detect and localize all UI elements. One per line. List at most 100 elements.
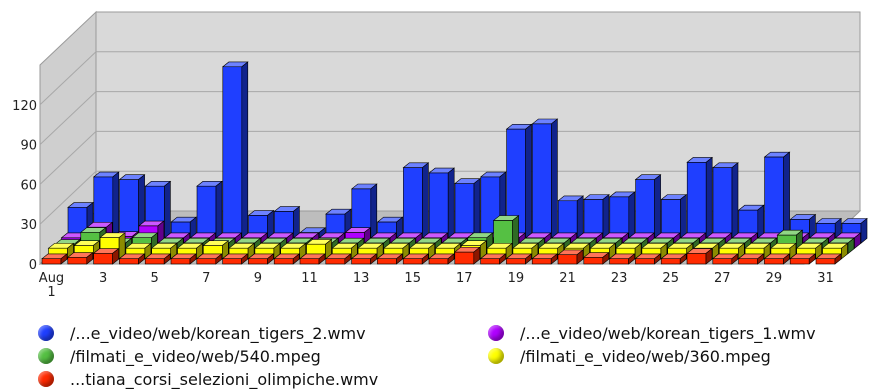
legend-swatch-red-icon: [38, 371, 54, 387]
legend-label: /...e_video/web/korean_tigers_2.wmv: [70, 323, 366, 343]
legend: /...e_video/web/korean_tigers_2.wmv /...…: [0, 318, 891, 391]
gridline-side: [39, 131, 97, 185]
y-axis-ticks: 0 30 60 90 120: [12, 99, 37, 273]
bar: [557, 249, 584, 265]
x-tick-label: 29: [766, 271, 783, 286]
bar: [582, 251, 610, 265]
bar: [505, 253, 533, 265]
bar: [479, 253, 507, 265]
bar: [763, 253, 791, 265]
bar: [247, 253, 275, 265]
bar: [279, 242, 307, 260]
x-tick-label: 31: [817, 271, 834, 286]
x-tick-label: 1: [47, 285, 55, 300]
bar: [660, 193, 688, 244]
bar: [634, 174, 662, 244]
legend-item-360-mpeg: /filmati_e_video/web/360.mpeg: [488, 346, 771, 366]
x-tick-label: Aug: [39, 271, 64, 286]
legend-item-olimpiche-wmv: ...tiana_corsi_selezioni_olimpiche.wmv: [38, 369, 378, 389]
bar: [686, 247, 713, 265]
bar: [47, 242, 75, 260]
bar: [350, 253, 378, 265]
bar: [634, 253, 662, 265]
x-tick-label: 13: [353, 271, 370, 286]
legend-item-540-mpeg: /filmati_e_video/web/540.mpeg: [38, 346, 321, 366]
bar: [221, 253, 249, 265]
bar: [763, 151, 791, 244]
x-tick-label: 17: [456, 271, 473, 286]
bar: [815, 253, 842, 265]
legend-swatch-yellow-icon: [488, 348, 504, 364]
bar: [144, 253, 172, 265]
bar: [196, 180, 223, 244]
bar: [357, 242, 384, 260]
bar: [428, 167, 456, 244]
bar: [583, 193, 610, 244]
bar: [324, 253, 352, 265]
legend-swatch-blue-icon: [38, 325, 54, 341]
bar: [41, 253, 68, 265]
y-tick-label: 90: [20, 139, 37, 154]
gridline-side: [39, 170, 97, 225]
gridline-side: [39, 91, 97, 145]
bar: [486, 242, 513, 260]
x-tick-label: 7: [202, 271, 210, 286]
legend-swatch-green-icon: [38, 348, 54, 364]
gridline-side: [39, 51, 97, 106]
bar: [453, 246, 481, 265]
x-tick-label: 25: [662, 271, 679, 286]
x-tick-label: 23: [611, 271, 628, 286]
bar: [92, 247, 120, 265]
y-tick-label: 60: [20, 178, 37, 193]
bar: [170, 253, 197, 265]
legend-label: /filmati_e_video/web/540.mpeg: [70, 346, 321, 366]
bar: [150, 242, 178, 260]
bar: [66, 251, 94, 265]
bar: [228, 242, 255, 260]
bar: [795, 242, 823, 260]
bar: [408, 242, 436, 260]
bar: [712, 162, 739, 244]
bar: [615, 242, 642, 260]
bar: [176, 242, 204, 260]
bar: [744, 242, 771, 260]
y-tick-label: 120: [12, 99, 37, 114]
bar: [718, 242, 746, 260]
bar: [531, 253, 559, 265]
bar: [402, 162, 430, 244]
bar: [531, 118, 559, 244]
x-tick-label: 27: [714, 271, 731, 286]
bar: [686, 156, 714, 244]
x-tick-label: 19: [508, 271, 525, 286]
x-tick-label: 11: [301, 271, 318, 286]
x-tick-label: 3: [99, 271, 107, 286]
bar: [770, 242, 797, 260]
legend-swatch-purple-icon: [488, 325, 504, 341]
bar: [454, 178, 481, 244]
y-tick-label: 0: [29, 258, 37, 273]
bar: [376, 253, 404, 265]
bar: [608, 191, 636, 244]
bar: [331, 242, 359, 260]
bar: [195, 253, 223, 265]
legend-label: /filmati_e_video/web/360.mpeg: [520, 346, 771, 366]
bar: [383, 242, 410, 260]
x-tick-label: 9: [254, 271, 262, 286]
bar: [118, 253, 146, 265]
x-tick-label: 15: [404, 271, 421, 286]
bar: [789, 253, 817, 265]
legend-label: ...tiana_corsi_selezioni_olimpiche.wmv: [70, 369, 379, 389]
legend-label: /...e_video/web/korean_tigers_1.wmv: [520, 323, 816, 343]
bar: [660, 253, 688, 265]
legend-item-korean-tigers-2: /...e_video/web/korean_tigers_2.wmv: [38, 323, 366, 343]
bar: [608, 253, 636, 265]
legend-item-korean-tigers-1: /...e_video/web/korean_tigers_1.wmv: [488, 323, 816, 343]
x-tick-label: 21: [559, 271, 576, 286]
bar: [505, 123, 533, 244]
y-tick-label: 30: [20, 218, 37, 233]
bar: [402, 253, 430, 265]
bar: [221, 61, 249, 244]
x-tick-label: 5: [151, 271, 159, 286]
